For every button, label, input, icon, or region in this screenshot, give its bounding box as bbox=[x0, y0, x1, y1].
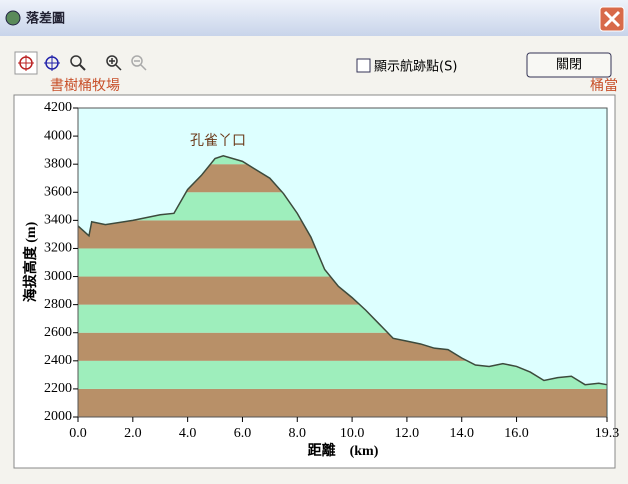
y-tick-label: 2200 bbox=[44, 381, 72, 396]
x-tick-label: 12.0 bbox=[395, 426, 420, 441]
app-icon bbox=[5, 10, 21, 26]
plot-frame bbox=[77, 107, 608, 418]
x-tick-label: 10.0 bbox=[340, 426, 365, 441]
y-tick-label: 3200 bbox=[44, 241, 72, 256]
x-tick-label: 0.0 bbox=[69, 426, 87, 441]
button-label[interactable]: 關閉 bbox=[556, 58, 582, 73]
window-title: 落差圖 bbox=[26, 11, 65, 27]
close-button[interactable] bbox=[599, 6, 625, 32]
x-tick-label: 4.0 bbox=[179, 426, 197, 441]
y-tick-label: 2400 bbox=[44, 353, 72, 368]
annotation: 孔雀丫口 bbox=[190, 133, 246, 149]
close-dialog-button[interactable]: 關閉 bbox=[526, 52, 612, 78]
checkbox-label[interactable]: 顯示航跡點(S) bbox=[374, 59, 457, 75]
start-label: 書樹桶牧場 bbox=[50, 78, 120, 94]
y-tick-label: 2000 bbox=[44, 409, 72, 424]
y-tick-label: 3000 bbox=[44, 269, 72, 284]
tool-pan[interactable] bbox=[44, 55, 60, 71]
y-axis-label: 海拔高度 (m) bbox=[22, 221, 39, 302]
end-label: 桶當 bbox=[590, 78, 618, 94]
tool-select[interactable] bbox=[14, 51, 38, 75]
x-tick-label: 14.0 bbox=[449, 426, 474, 441]
title-bar bbox=[0, 0, 628, 36]
x-tick-label: 8.0 bbox=[289, 426, 307, 441]
x-tick-label: 19.3 bbox=[595, 426, 620, 441]
checkbox[interactable] bbox=[356, 58, 371, 73]
x-axis-label: 距離 (km) bbox=[308, 442, 379, 459]
elevation-band bbox=[78, 388, 607, 417]
x-tick-label: 2.0 bbox=[124, 426, 142, 441]
y-tick-label: 3600 bbox=[44, 184, 72, 199]
y-tick-label: 4000 bbox=[44, 128, 72, 143]
y-tick-label: 3400 bbox=[44, 213, 72, 228]
tool-zoom-out[interactable] bbox=[131, 55, 147, 71]
y-tick-label: 4200 bbox=[44, 100, 72, 115]
y-tick-label: 2600 bbox=[44, 325, 72, 340]
tool-zoom[interactable] bbox=[70, 55, 86, 71]
tool-zoom-in[interactable] bbox=[106, 55, 122, 71]
y-tick-label: 2800 bbox=[44, 297, 72, 312]
x-tick-label: 16.0 bbox=[504, 426, 529, 441]
y-tick-label: 3800 bbox=[44, 156, 72, 171]
x-tick-label: 6.0 bbox=[234, 426, 252, 441]
profile-line bbox=[77, 154, 608, 386]
